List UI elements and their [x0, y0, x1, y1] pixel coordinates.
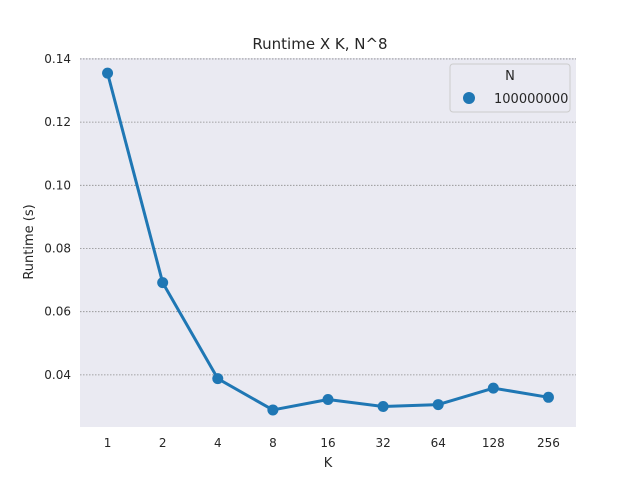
- data-point: [157, 277, 169, 289]
- y-tick-label: 0.10: [44, 178, 71, 192]
- legend: N 100000000: [449, 63, 571, 113]
- x-tick-label: 1: [104, 436, 112, 450]
- data-point: [102, 67, 114, 79]
- y-tick-label: 0.08: [44, 242, 71, 256]
- x-tick-label: 32: [375, 436, 390, 450]
- x-tick-label: 64: [431, 436, 446, 450]
- data-point: [432, 399, 444, 411]
- y-axis-label: Runtime (s): [22, 204, 37, 279]
- y-axis-ticks: 0.04 0.06 0.08 0.10 0.12 0.14: [44, 52, 71, 382]
- y-tick-label: 0.14: [44, 52, 71, 66]
- x-tick-label: 2: [159, 436, 167, 450]
- x-tick-label: 8: [269, 436, 277, 450]
- x-tick-label: 128: [482, 436, 505, 450]
- x-tick-label: 16: [320, 436, 335, 450]
- x-tick-label: 4: [214, 436, 222, 450]
- chart-title: Runtime X K, N^8: [252, 35, 387, 53]
- legend-title: N: [505, 69, 515, 84]
- data-point: [377, 400, 389, 412]
- data-point: [542, 391, 554, 403]
- data-point: [487, 382, 499, 394]
- y-tick-label: 0.04: [44, 368, 71, 382]
- legend-marker: [463, 92, 475, 104]
- y-tick-label: 0.06: [44, 305, 71, 319]
- x-axis-ticks: 1 2 4 8 16 32 64 128 256: [104, 436, 560, 450]
- data-point: [322, 394, 334, 406]
- data-point: [212, 373, 224, 385]
- legend-entry-label: 100000000: [494, 92, 568, 107]
- y-tick-label: 0.12: [44, 115, 71, 129]
- plot-area: [80, 58, 576, 427]
- legend-box: [449, 63, 571, 113]
- x-tick-label: 256: [537, 436, 560, 450]
- data-point: [267, 404, 279, 416]
- x-axis-label: K: [324, 456, 333, 471]
- series-layer: [102, 67, 554, 416]
